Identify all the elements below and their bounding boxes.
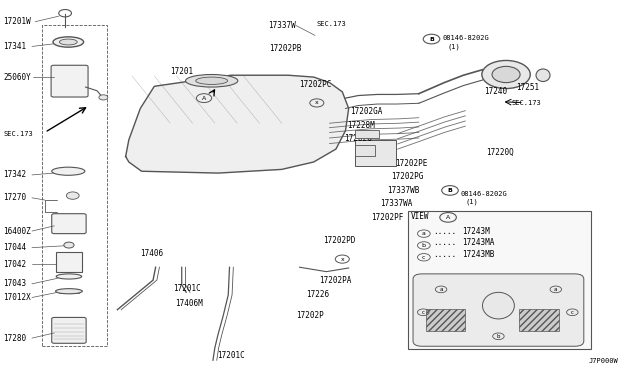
Text: 17337W: 17337W <box>268 21 296 30</box>
Text: SEC.173: SEC.173 <box>3 131 33 137</box>
Bar <box>355 140 396 166</box>
Ellipse shape <box>53 37 84 47</box>
Text: x: x <box>315 100 319 105</box>
Text: 17240: 17240 <box>484 87 508 96</box>
Text: a: a <box>422 231 426 236</box>
Bar <box>42 25 107 346</box>
FancyBboxPatch shape <box>52 317 86 343</box>
Text: B: B <box>447 188 452 193</box>
Text: 17044: 17044 <box>3 243 26 252</box>
Ellipse shape <box>186 74 238 87</box>
Text: x: x <box>340 257 344 262</box>
Text: (1): (1) <box>465 199 478 205</box>
Text: 17243MA: 17243MA <box>462 238 495 247</box>
Text: 17202GA: 17202GA <box>351 107 383 116</box>
Bar <box>59 289 79 293</box>
Text: 17220Q: 17220Q <box>486 148 513 157</box>
Text: 17406M: 17406M <box>175 299 202 308</box>
Circle shape <box>99 95 108 100</box>
Text: a: a <box>439 287 443 292</box>
Bar <box>355 145 376 157</box>
Text: 17280: 17280 <box>3 334 26 343</box>
Text: 16400Z: 16400Z <box>3 227 31 235</box>
Text: (1): (1) <box>447 43 460 50</box>
Text: c: c <box>422 255 426 260</box>
Text: 17202PC: 17202PC <box>300 80 332 89</box>
Text: B: B <box>429 36 434 42</box>
Text: VIEW: VIEW <box>411 212 429 221</box>
Polygon shape <box>125 75 349 173</box>
Text: 17202PF: 17202PF <box>371 213 403 222</box>
Text: A: A <box>202 96 206 100</box>
Text: .....: ..... <box>433 250 456 259</box>
Text: 17337WA: 17337WA <box>381 199 413 208</box>
FancyBboxPatch shape <box>51 65 88 97</box>
Text: 17243M: 17243M <box>462 227 490 235</box>
Text: b: b <box>497 334 500 339</box>
Text: 17270: 17270 <box>3 193 26 202</box>
Text: 17201: 17201 <box>170 67 193 76</box>
Bar <box>520 309 559 331</box>
Text: 17202PG: 17202PG <box>392 172 424 181</box>
FancyBboxPatch shape <box>52 214 86 234</box>
Circle shape <box>492 66 520 83</box>
Ellipse shape <box>52 167 85 175</box>
Text: 08146-8202G: 08146-8202G <box>460 191 507 197</box>
Text: 17337WB: 17337WB <box>387 186 419 195</box>
Ellipse shape <box>60 39 77 45</box>
Text: c: c <box>571 310 574 315</box>
Ellipse shape <box>483 292 515 319</box>
Text: 25060Y: 25060Y <box>3 73 31 81</box>
Ellipse shape <box>536 69 550 81</box>
Text: 17201W: 17201W <box>3 17 31 26</box>
Text: 17043: 17043 <box>3 279 26 288</box>
Bar <box>56 253 82 272</box>
Text: 17202PA: 17202PA <box>319 276 351 285</box>
Bar <box>426 309 465 331</box>
Text: J7P000W: J7P000W <box>588 358 618 364</box>
Text: .....: ..... <box>433 227 456 235</box>
Bar <box>355 130 380 138</box>
Circle shape <box>64 242 74 248</box>
Text: 17202PD: 17202PD <box>323 236 356 245</box>
Text: 17226: 17226 <box>306 291 329 299</box>
Text: 17042: 17042 <box>3 260 26 269</box>
Text: b: b <box>422 243 426 248</box>
Text: 17202PE: 17202PE <box>395 158 428 168</box>
Text: 08146-8202G: 08146-8202G <box>442 35 489 41</box>
Ellipse shape <box>56 289 83 294</box>
Text: 17012X: 17012X <box>3 293 31 302</box>
Bar <box>408 211 591 349</box>
Text: 17341: 17341 <box>3 42 26 51</box>
Text: 17243MB: 17243MB <box>462 250 495 259</box>
Text: 17202G: 17202G <box>344 134 372 143</box>
Circle shape <box>67 192 79 199</box>
FancyBboxPatch shape <box>413 274 584 346</box>
Circle shape <box>482 61 531 89</box>
Ellipse shape <box>196 77 228 84</box>
Text: 17342: 17342 <box>3 170 26 179</box>
Text: 17202P: 17202P <box>296 311 324 320</box>
Text: 17228M: 17228M <box>347 121 374 129</box>
Text: c: c <box>422 310 425 315</box>
Ellipse shape <box>56 274 82 279</box>
Text: SEC.173: SEC.173 <box>316 20 346 26</box>
Text: 17201C: 17201C <box>173 284 201 293</box>
Text: a: a <box>554 287 557 292</box>
Text: 17201C: 17201C <box>217 350 244 360</box>
Text: .....: ..... <box>433 238 456 247</box>
Text: 17202PB: 17202PB <box>269 44 301 53</box>
Text: SEC.173: SEC.173 <box>511 100 541 106</box>
Text: A: A <box>446 215 450 220</box>
Text: 17251: 17251 <box>516 83 540 92</box>
Text: 17406: 17406 <box>140 249 163 258</box>
